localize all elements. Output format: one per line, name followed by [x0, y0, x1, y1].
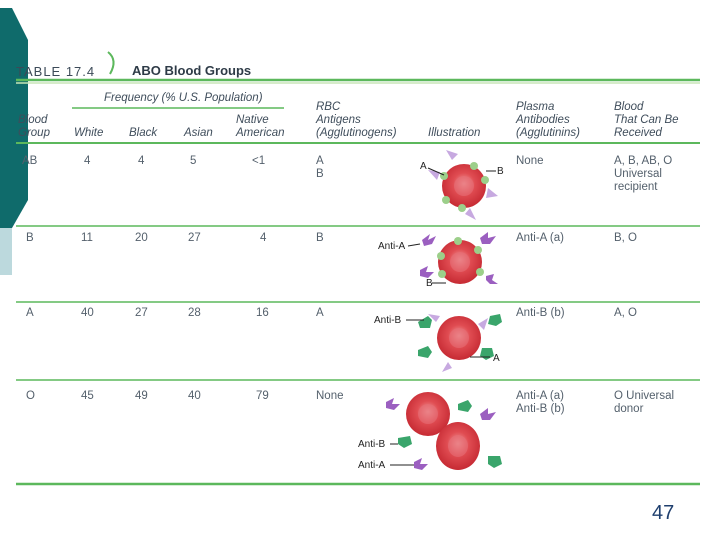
- cell-group: AB: [22, 155, 38, 167]
- frequency-header: Frequency (% U.S. Population): [104, 92, 263, 104]
- illustration-header: Illustration: [428, 127, 481, 139]
- cell-native: 4: [260, 232, 267, 244]
- cell-group: A: [26, 307, 34, 319]
- type-a-cell-illustration: [406, 314, 502, 372]
- plasma-antibodies-header: Plasma Antibodies (Agglutinins): [516, 101, 580, 139]
- cell-antigens: None: [316, 390, 344, 402]
- cell-antibodies: Anti-A (a): [516, 232, 564, 244]
- cell-antigens: A: [316, 307, 324, 319]
- white-header: White: [74, 127, 104, 139]
- cell-asian: 27: [188, 232, 201, 244]
- cell-native: 79: [256, 390, 269, 402]
- cell-received: B, O: [614, 232, 638, 244]
- cell-antibodies: Anti-A (a) Anti-B (b): [516, 390, 565, 415]
- cell-white: 4: [84, 155, 91, 167]
- ab-antigen-b-label: B: [497, 166, 504, 177]
- cell-antibodies: None: [516, 155, 544, 167]
- cell-native: <1: [252, 155, 266, 167]
- rbc-antigens-header: RBC Antigens (Agglutinogens): [316, 101, 397, 139]
- cell-antibodies: Anti-B (b): [516, 307, 565, 319]
- cell-asian: 40: [188, 390, 201, 402]
- type-o-cell-illustration: [386, 392, 502, 470]
- b-anti-a-label: Anti-A: [378, 241, 406, 252]
- cell-white: 45: [81, 390, 94, 402]
- o-anti-b-label: Anti-B: [358, 439, 386, 450]
- cell-received: A, O: [614, 307, 638, 319]
- a-antigen-a-label: A: [493, 353, 500, 364]
- black-header: Black: [129, 127, 158, 139]
- cell-group: B: [26, 232, 34, 244]
- page-number: 47: [652, 502, 675, 524]
- cell-native: 16: [256, 307, 269, 319]
- table-title: ABO Blood Groups: [132, 63, 252, 78]
- asian-header: Asian: [184, 127, 213, 139]
- type-ab-cell-illustration: [427, 150, 498, 220]
- blood-received-header: Blood That Can Be Received: [614, 101, 679, 139]
- cell-black: 4: [138, 155, 145, 167]
- table-label: TABLE 17.4: [16, 64, 96, 79]
- cell-asian: 28: [188, 307, 201, 319]
- cell-antigens: B: [316, 232, 324, 244]
- native-american-header: Native American: [236, 114, 285, 139]
- cell-received: O Universal donor: [614, 390, 675, 415]
- cell-white: 11: [81, 232, 93, 244]
- cell-black: 20: [135, 232, 148, 244]
- a-anti-b-label: Anti-B: [374, 315, 402, 326]
- b-antigen-b-label: B: [426, 278, 433, 289]
- cell-received: A, B, AB, O Universal recipient: [614, 155, 673, 193]
- cell-asian: 5: [190, 155, 197, 167]
- blood-group-header: Blood Group: [18, 114, 50, 139]
- type-b-cell-illustration: [407, 232, 498, 284]
- cell-black: 27: [135, 307, 148, 319]
- o-anti-a-label: Anti-A: [358, 460, 386, 471]
- ab-antigen-a-label: A: [420, 161, 427, 172]
- cell-group: O: [26, 390, 35, 402]
- cell-white: 40: [81, 307, 94, 319]
- cell-black: 49: [135, 390, 148, 402]
